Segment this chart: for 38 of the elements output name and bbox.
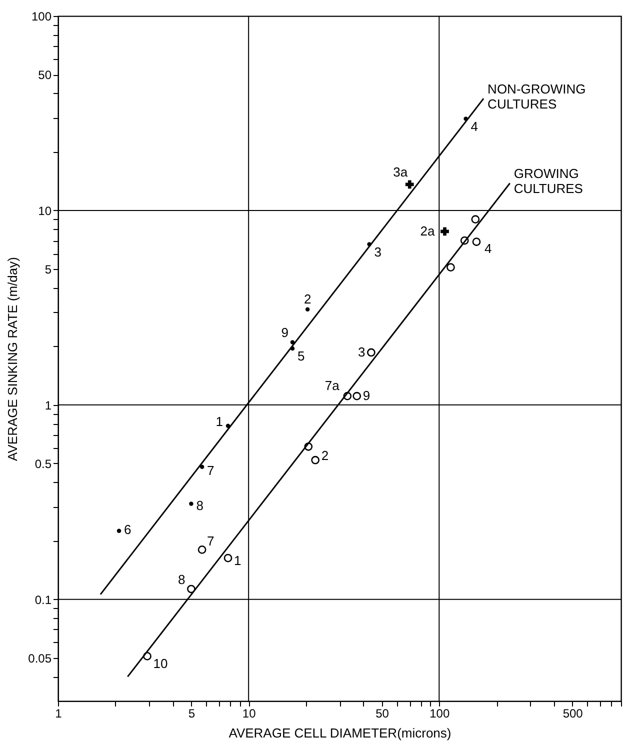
annotation: 4: [484, 240, 492, 256]
series-label: NON-GROWING CULTURES: [488, 82, 586, 112]
annotation: 2a: [420, 223, 436, 238]
annotation: 4: [470, 118, 478, 134]
annotation: 9: [281, 325, 288, 340]
annotation: 3a: [393, 164, 408, 180]
annotation: 2: [321, 448, 329, 464]
x-axis-title: AVERAGE CELL DIAMETER(microns): [228, 726, 452, 740]
x-tick-label: 1: [55, 706, 62, 720]
y-tick-label: 0.5: [34, 456, 52, 471]
annotation: 6: [124, 522, 132, 537]
y-tick-label: 5: [44, 262, 52, 276]
annotation: 7: [207, 462, 214, 478]
annotation: 9: [362, 388, 370, 404]
annotation: 10: [153, 656, 168, 672]
series-label: GROWING CULTURES: [514, 166, 584, 196]
x-tick-label: 100: [430, 706, 450, 720]
annotation: 5: [297, 348, 305, 364]
y-tick-label: 0.05: [28, 651, 52, 666]
annotation: 2: [304, 291, 312, 306]
annotation: 3: [358, 344, 366, 360]
y-tick-label: 0.1: [34, 592, 52, 607]
y-tick-label: 100: [31, 10, 52, 24]
annotation: 7: [207, 534, 214, 549]
y-tick-label: 10: [38, 204, 52, 218]
annotation: 1: [216, 414, 224, 429]
y-axis-title: AVERAGE SINKING RATE (m/day): [5, 257, 20, 461]
x-tick-label: 500: [562, 706, 584, 720]
x-tick-label: 50: [376, 706, 390, 720]
y-tick-label: 1: [44, 398, 52, 412]
x-tick-label: 5: [188, 706, 196, 720]
annotation: 8: [178, 572, 186, 588]
annotation: 1: [234, 553, 242, 568]
y-tick-label: 50: [38, 68, 52, 82]
annotation: 3: [374, 244, 382, 260]
annotation: 7a: [324, 378, 340, 394]
annotation: 8: [196, 498, 204, 513]
x-tick-label: 10: [242, 706, 256, 720]
